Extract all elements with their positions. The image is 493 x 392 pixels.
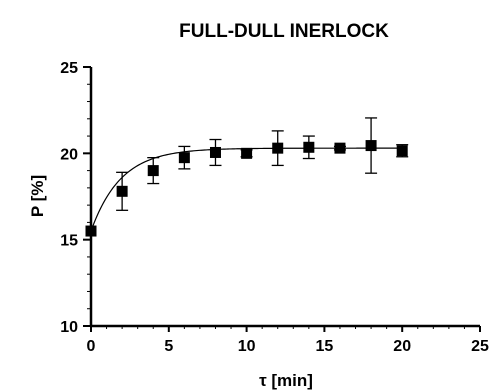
x-tick-label: 10 — [238, 338, 256, 355]
data-point — [396, 145, 408, 157]
x-tick-label: 15 — [316, 338, 334, 355]
y-tick-label: 10 — [60, 319, 78, 336]
fit-curve — [90, 147, 403, 232]
data-point — [334, 142, 346, 154]
data-marks — [85, 117, 409, 237]
x-tick-label: 20 — [393, 338, 411, 355]
x-axis-label: τ [min] — [259, 371, 313, 390]
data-point — [241, 147, 253, 159]
y-tick-label: 20 — [60, 146, 78, 163]
fit-curve-group — [90, 147, 403, 232]
x-tick-label: 25 — [471, 338, 489, 355]
x-tick-label: 5 — [164, 338, 173, 355]
y-axis-label: P [%] — [28, 175, 47, 217]
x-tick-label: 0 — [87, 338, 96, 355]
data-point — [272, 142, 284, 154]
axes: 0 5 10 15 20 25 10 15 20 25 — [60, 60, 489, 355]
data-point — [365, 140, 377, 152]
data-point — [116, 185, 128, 197]
data-point — [147, 165, 159, 177]
chart-title: FULL-DULL INERLOCK — [179, 21, 389, 42]
data-point — [178, 152, 190, 164]
y-tick-label: 25 — [60, 60, 78, 77]
data-point — [209, 146, 221, 158]
data-point — [303, 141, 315, 153]
data-point — [85, 225, 97, 237]
y-tick-label: 15 — [60, 233, 78, 250]
